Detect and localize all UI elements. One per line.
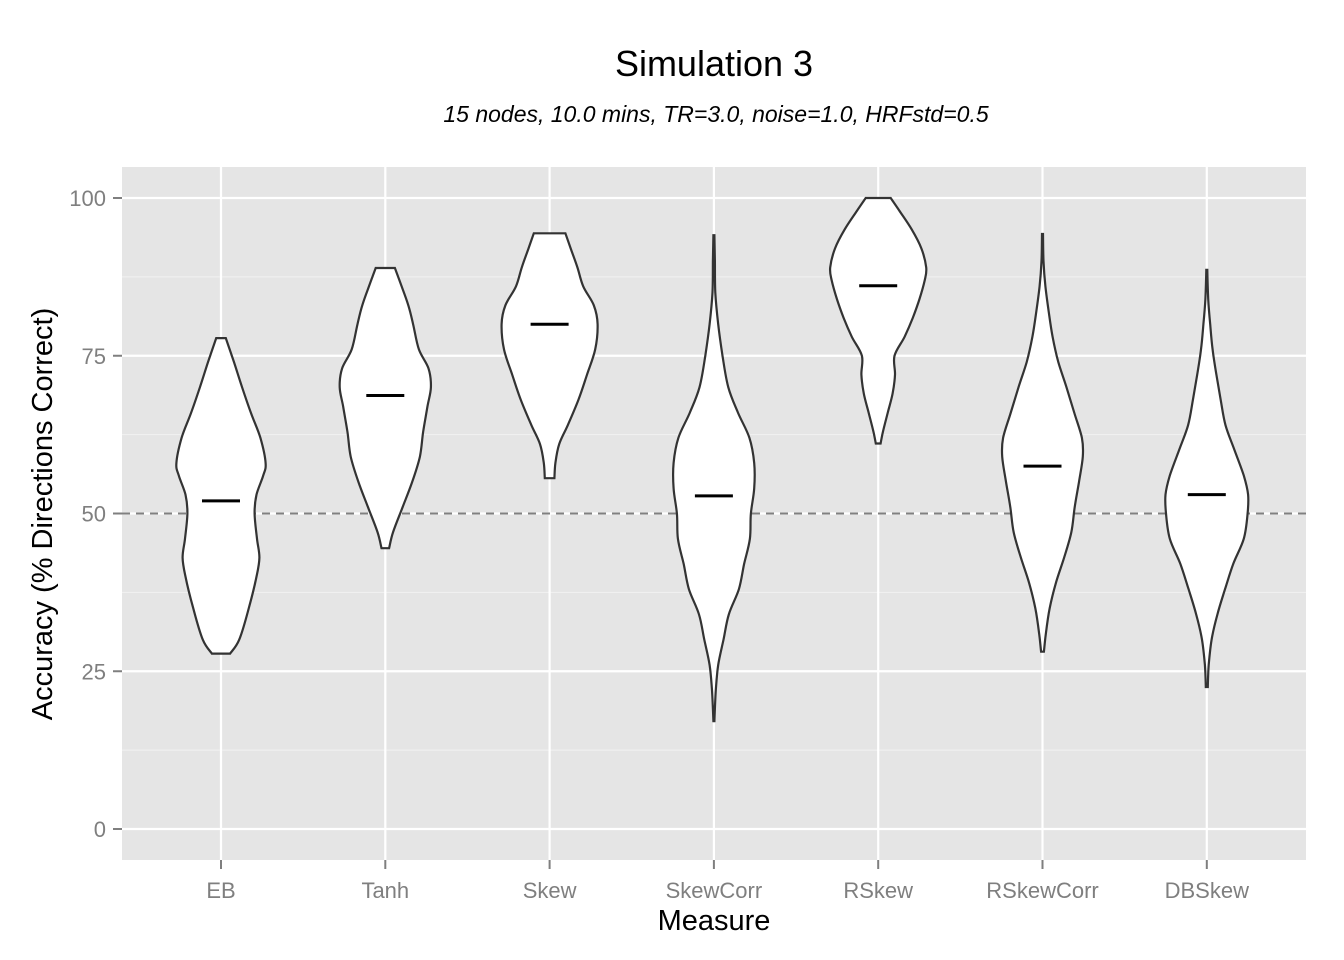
violin-eb (175, 337, 267, 655)
chart-title: Simulation 3 (615, 43, 813, 84)
y-tick-label: 25 (82, 659, 106, 684)
y-tick-label: 0 (94, 817, 106, 842)
x-axis-label: Measure (658, 905, 771, 937)
violin-rskewcorr (1000, 232, 1085, 653)
x-tick-label: DBSkew (1165, 878, 1249, 903)
chart-subtitle: 15 nodes, 10.0 mins, TR=3.0, noise=1.0, … (443, 101, 988, 127)
x-axis: EB Tanh Skew SkewCorr RSkew RSkewCorr DBSkew (206, 860, 1249, 903)
violin-tanh (338, 266, 433, 550)
x-tick-label: SkewCorr (666, 878, 763, 903)
y-axis: 0 25 50 75 100 (69, 186, 122, 842)
y-tick-label: 50 (82, 502, 106, 527)
violin-skew (500, 232, 599, 480)
violin-dbskew (1164, 268, 1250, 689)
violins (175, 196, 1250, 723)
x-tick-label: Skew (523, 878, 577, 903)
violin-skewcorr (671, 234, 756, 723)
x-tick-label: RSkewCorr (986, 878, 1098, 903)
y-tick-label: 75 (82, 344, 106, 369)
x-tick-label: RSkew (843, 878, 913, 903)
y-axis-label: Accuracy (% Directions Correct) (27, 308, 59, 721)
violin-rskew (828, 196, 928, 445)
y-tick-label: 100 (69, 186, 106, 211)
x-tick-label: EB (206, 878, 235, 903)
x-tick-label: Tanh (361, 878, 409, 903)
